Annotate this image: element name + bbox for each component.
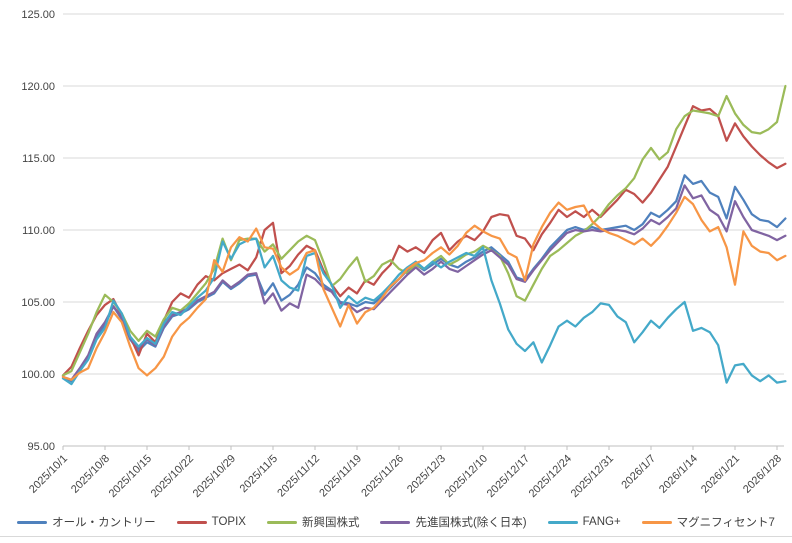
legend-label: マグニフィセント7 — [676, 517, 775, 529]
legend-line-swatch — [547, 520, 578, 524]
y-tick-label: 125.00 — [21, 9, 55, 21]
legend-item-0: オール・カントリー — [17, 514, 156, 530]
y-tick-label: 105.00 — [21, 297, 55, 309]
y-tick-label: 100.00 — [21, 369, 55, 381]
x-tick-label: 2025/11/26 — [359, 453, 406, 500]
legend-label: 新興国株式 — [301, 517, 360, 529]
legend-item-2: 新興国株式 — [266, 514, 360, 530]
legend-line-swatch — [17, 520, 48, 524]
series-lines — [61, 84, 787, 386]
legend-item-1: TOPIX — [176, 516, 246, 528]
legend-line-swatch — [266, 520, 297, 524]
line-chart: 95.00 100.00 105.00 110.00 115.00 120.00 125.0… — [21, 9, 787, 500]
y-tick-label: 95.00 — [27, 441, 55, 453]
x-tick-label: 2026/1/7 — [619, 453, 658, 492]
x-tick-label: 2025/12/24 — [527, 453, 574, 500]
x-tick-label: 2025/11/12 — [275, 453, 322, 500]
x-tick-label: 2025/10/29 — [191, 453, 238, 500]
legend-line-swatch — [176, 520, 207, 524]
x-axis-labels: 2025/10/12025/10/82025/10/152025/10/2220… — [27, 446, 784, 500]
series-line-新興国株式 — [61, 84, 787, 377]
gridlines — [63, 13, 784, 447]
x-tick-label: 2026/1/28 — [741, 453, 784, 496]
y-tick-label: 120.00 — [21, 81, 55, 93]
x-tick-label: 2025/12/17 — [485, 453, 532, 500]
x-tick-label: 2025/12/3 — [405, 453, 448, 496]
chart-legend: オール・カントリー TOPIX 新興国株式 先進国株式(除く日本) FANG+ マグニフィ… — [0, 509, 792, 535]
chart-bottom-border — [0, 536, 792, 537]
legend-item-3: 先進国株式(除く日本) — [380, 514, 527, 530]
series-line-TOPIX — [61, 105, 787, 377]
y-tick-label: 115.00 — [22, 153, 55, 165]
x-tick-label: 2025/10/15 — [107, 453, 154, 500]
x-tick-label: 2025/11/5 — [238, 453, 281, 496]
series-line-先進国株式(除く日本) — [61, 184, 787, 381]
x-tick-label: 2026/1/21 — [699, 453, 742, 496]
y-tick-label: 110.00 — [22, 225, 55, 237]
x-tick-label: 2025/10/8 — [69, 453, 112, 496]
legend-label: TOPIX — [211, 516, 246, 528]
x-tick-label: 2026/1/14 — [657, 453, 700, 496]
x-tick-label: 2025/12/10 — [443, 453, 490, 500]
legend-item-4: FANG+ — [547, 516, 621, 528]
series-line-マグニフィセント7 — [61, 195, 787, 381]
series-line-FANG+ — [61, 237, 787, 386]
legend-label: FANG+ — [582, 516, 621, 528]
legend-line-swatch — [641, 520, 672, 524]
legend-line-swatch — [380, 520, 411, 524]
legend-label: 先進国株式(除く日本) — [415, 517, 527, 529]
x-tick-label: 2025/11/19 — [317, 453, 364, 500]
legend-label: オール・カントリー — [52, 517, 156, 529]
x-tick-label: 2025/10/22 — [149, 453, 196, 500]
legend-item-5: マグニフィセント7 — [641, 514, 775, 530]
x-tick-label: 2025/12/31 — [569, 453, 616, 500]
x-tick-label: 2025/10/1 — [27, 453, 70, 496]
y-axis-labels: 95.00 100.00 105.00 110.00 115.00 120.00 125.0… — [21, 9, 55, 453]
